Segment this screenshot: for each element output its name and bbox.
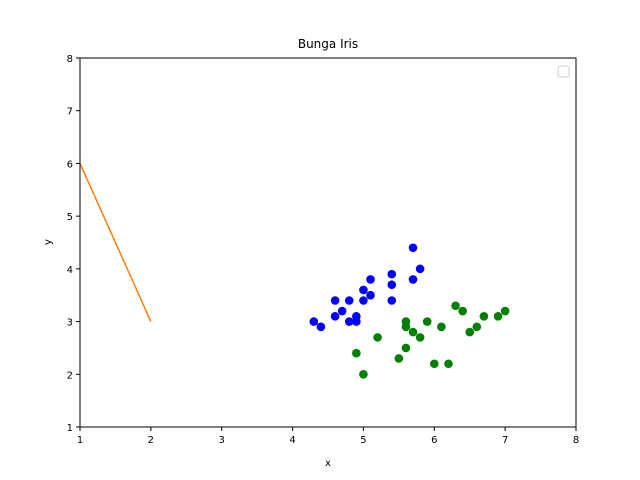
- x-tick-label: 8: [573, 435, 579, 446]
- data-point-s1-12: [444, 359, 453, 369]
- y-tick-label: 2: [67, 370, 73, 381]
- data-point-s0-1: [316, 322, 326, 332]
- y-tick-label: 1: [67, 423, 73, 434]
- data-point-s0-9: [359, 296, 368, 305]
- legend-box: [557, 65, 570, 78]
- data-point-s0-2: [330, 312, 340, 321]
- data-point-s1-14: [458, 306, 467, 316]
- y-axis-label: y: [43, 239, 54, 245]
- data-point-s1-15: [465, 327, 475, 337]
- data-point-s0-10: [359, 285, 368, 295]
- y-tick-label: 5: [67, 212, 73, 223]
- data-point-s0-6: [344, 296, 354, 305]
- data-point-s0-4: [337, 306, 347, 316]
- data-point-s0-3: [330, 296, 340, 305]
- data-point-s1-9: [422, 317, 432, 326]
- data-point-s1-19: [500, 306, 510, 316]
- x-tick-label: 2: [148, 435, 154, 446]
- data-point-s1-16: [472, 322, 482, 332]
- data-point-s0-12: [366, 275, 375, 284]
- series-line-2: [79, 163, 152, 322]
- data-point-s1-13: [451, 301, 460, 311]
- y-tick-label: 6: [67, 159, 73, 170]
- data-point-s0-16: [408, 275, 418, 284]
- data-point-s1-10: [429, 359, 439, 369]
- data-point-s0-8: [352, 312, 361, 321]
- data-point-s0-17: [408, 243, 418, 253]
- data-point-s0-0: [309, 317, 319, 326]
- data-point-s1-11: [437, 322, 446, 332]
- data-point-s0-13: [387, 296, 397, 305]
- data-point-s1-2: [373, 333, 382, 342]
- x-axis-ticks: 1 2 3 4 5 6 7 8: [77, 427, 579, 446]
- y-tick-label: 7: [67, 107, 73, 118]
- data-point-s1-18: [493, 312, 503, 321]
- data-point-s1-6: [401, 317, 411, 326]
- data-point-s0-14: [387, 280, 397, 289]
- x-tick-label: 7: [502, 435, 508, 446]
- data-point-s0-18: [415, 264, 425, 274]
- x-tick-label: 4: [289, 435, 295, 446]
- x-tick-label: 5: [360, 435, 366, 446]
- data-point-s1-8: [415, 333, 425, 342]
- data-point-s0-5: [344, 317, 354, 326]
- data-point-s0-15: [387, 269, 397, 279]
- x-tick-label: 3: [219, 435, 225, 446]
- data-point-s1-0: [352, 348, 361, 358]
- y-tick-label: 3: [67, 318, 73, 329]
- data-point-s1-3: [394, 354, 404, 363]
- x-tick-label: 1: [77, 435, 83, 446]
- plot-frame: [79, 57, 577, 428]
- data-point-s1-17: [479, 312, 489, 321]
- data-point-s1-4: [401, 343, 411, 353]
- data-point-s1-1: [359, 369, 368, 379]
- plot-content: [79, 163, 510, 379]
- x-axis-label: x: [325, 458, 331, 469]
- y-axis-ticks: 1 2 3 4 5 6 7 8: [67, 54, 80, 434]
- data-point-s0-11: [366, 290, 375, 300]
- chart-title: Bunga Iris: [298, 37, 358, 51]
- data-point-s1-7: [408, 327, 418, 337]
- y-tick-label: 4: [67, 265, 73, 276]
- x-tick-label: 6: [431, 435, 437, 446]
- y-tick-label: 8: [67, 54, 73, 65]
